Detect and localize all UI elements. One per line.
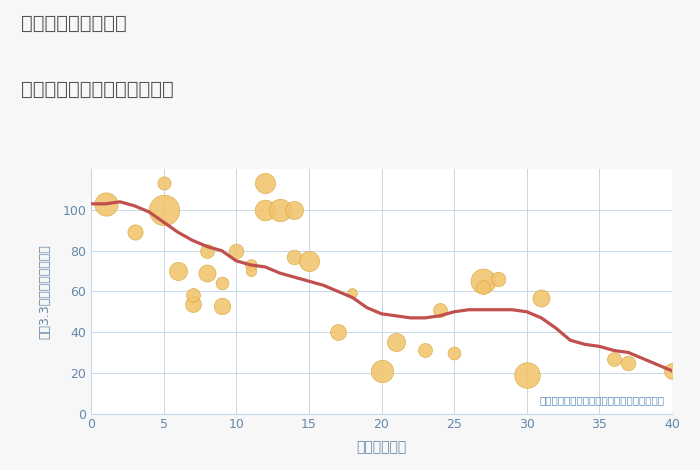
Point xyxy=(419,347,430,354)
Point xyxy=(100,200,111,208)
Text: 三重県四日市市茂福: 三重県四日市市茂福 xyxy=(21,14,127,33)
Point xyxy=(202,269,213,277)
Point xyxy=(303,257,314,265)
Point xyxy=(289,206,300,214)
Point xyxy=(216,302,228,309)
Point xyxy=(172,267,183,275)
Point xyxy=(231,247,242,254)
Point xyxy=(332,329,344,336)
Point xyxy=(245,267,256,275)
Point xyxy=(158,206,169,214)
Point xyxy=(129,228,140,236)
Point xyxy=(289,253,300,260)
Point xyxy=(274,206,286,214)
Point xyxy=(449,349,460,356)
Point xyxy=(260,206,271,214)
Point xyxy=(202,247,213,254)
Point xyxy=(434,306,445,313)
Point xyxy=(346,290,358,297)
Point xyxy=(623,359,634,367)
Point xyxy=(666,367,678,375)
Text: 築年数別中古マンション価格: 築年数別中古マンション価格 xyxy=(21,80,174,99)
Y-axis label: 坪（3.3㎡）単価（万円）: 坪（3.3㎡）単価（万円） xyxy=(38,244,51,339)
Point xyxy=(477,277,489,285)
Point xyxy=(260,180,271,187)
Point xyxy=(158,180,169,187)
Point xyxy=(245,261,256,269)
Text: 円の大きさは、取引のあった物件面積を示す: 円の大きさは、取引のあった物件面積を示す xyxy=(540,395,665,406)
Point xyxy=(216,280,228,287)
Point xyxy=(187,292,198,299)
Point xyxy=(521,371,532,379)
Point xyxy=(608,355,620,362)
Point xyxy=(391,338,402,346)
Point xyxy=(492,275,503,283)
Point xyxy=(376,367,387,375)
Point xyxy=(536,294,547,301)
X-axis label: 築年数（年）: 築年数（年） xyxy=(356,440,407,454)
Point xyxy=(187,300,198,307)
Point xyxy=(477,283,489,291)
